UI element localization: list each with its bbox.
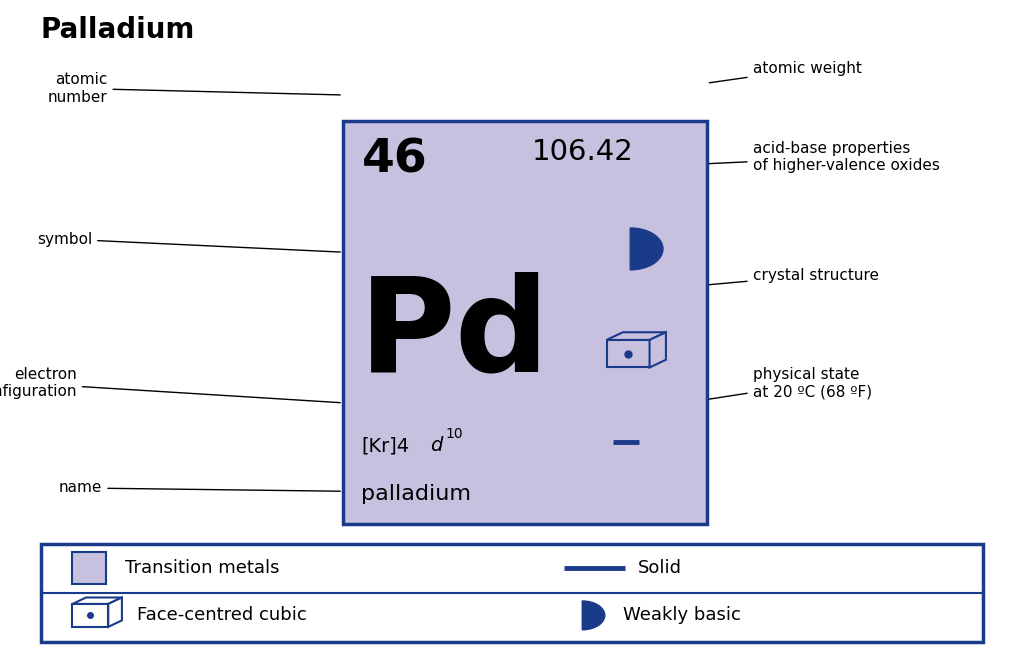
Text: acid-base properties
of higher-valence oxides: acid-base properties of higher-valence o… <box>710 141 939 174</box>
Text: Transition metals: Transition metals <box>125 559 279 577</box>
Text: Pd: Pd <box>358 271 550 398</box>
Bar <box>606 340 649 367</box>
Polygon shape <box>606 332 666 340</box>
Polygon shape <box>649 332 666 367</box>
Text: symbol: symbol <box>37 232 340 252</box>
Text: $d$: $d$ <box>430 436 444 455</box>
Bar <box>41 544 983 642</box>
Text: name: name <box>59 481 340 495</box>
Wedge shape <box>630 228 663 270</box>
Bar <box>343 121 707 524</box>
Text: atomic weight: atomic weight <box>710 62 861 83</box>
Text: atomic
number: atomic number <box>48 72 340 105</box>
Text: Solid: Solid <box>638 559 682 577</box>
Polygon shape <box>109 597 122 627</box>
Text: 46: 46 <box>361 138 427 183</box>
Polygon shape <box>73 597 122 604</box>
Text: crystal structure: crystal structure <box>710 268 879 285</box>
Text: physical state
at 20 ºC (68 ºF): physical state at 20 ºC (68 ºF) <box>710 367 871 400</box>
Text: [Kr]4: [Kr]4 <box>361 436 410 455</box>
Bar <box>73 604 109 627</box>
Wedge shape <box>583 601 605 630</box>
Text: Face-centred cubic: Face-centred cubic <box>137 607 307 624</box>
Text: Palladium: Palladium <box>41 16 196 45</box>
Text: Weakly basic: Weakly basic <box>624 607 741 624</box>
Text: 10: 10 <box>445 427 463 441</box>
Text: electron
configuration: electron configuration <box>0 367 340 403</box>
Text: 106.42: 106.42 <box>532 138 634 166</box>
Text: palladium: palladium <box>361 484 471 504</box>
Bar <box>72 552 106 584</box>
